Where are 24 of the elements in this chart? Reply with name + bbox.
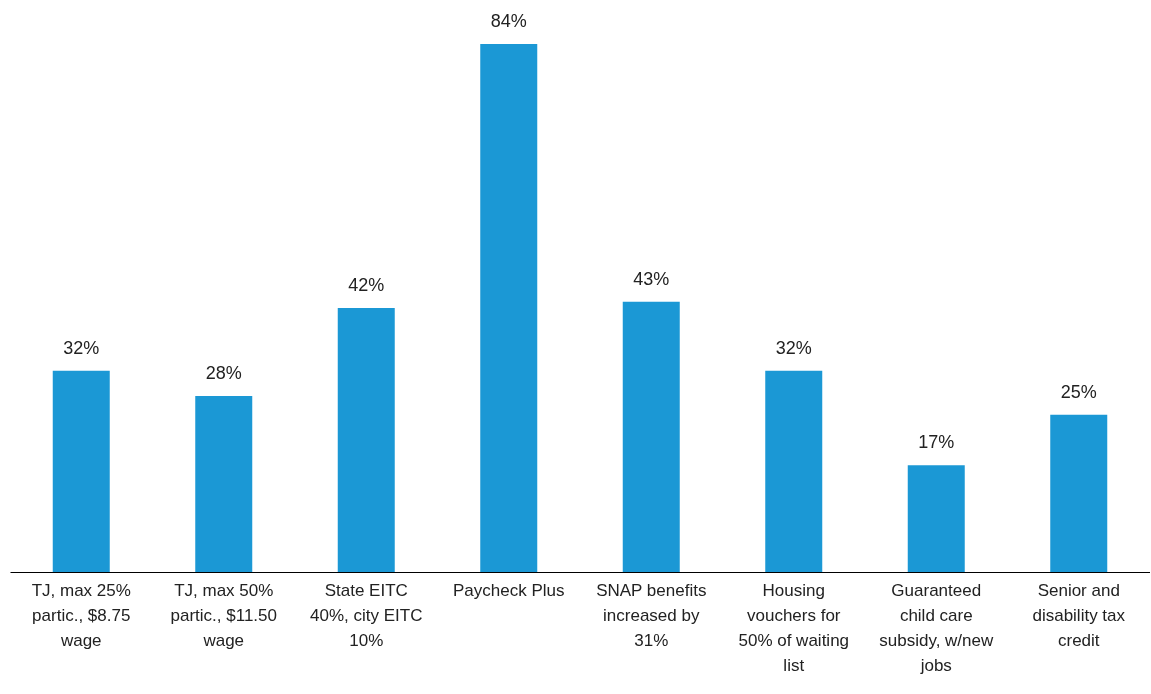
x-tick-label: Housing vouchers for 50% of waiting list [738,580,850,675]
data-label: 32% [775,337,812,358]
data-label: 42% [348,275,385,295]
x-tick-label: Paycheck Plus [453,580,565,600]
x-tick-label: State EITC 40%, city EITC 10% [310,580,423,650]
bar [765,370,823,572]
bar [195,396,253,572]
bar [480,44,538,572]
data-label: 17% [918,432,955,453]
bar [907,465,965,572]
x-tick-label: TJ, max 50% partic., $11.50 wage [170,580,277,650]
x-tick-label: TJ, max 25% partic., $8.75 wage [31,580,131,650]
x-tick-label: Guaranteed child care subsidy, w/new jobs [879,580,994,675]
x-tick-label: Senior and disability tax credit [1032,580,1126,650]
data-label: 84% [490,11,527,31]
data-label: 43% [633,268,670,289]
data-label: 32% [63,337,100,358]
data-label: 28% [205,363,242,383]
bar [622,301,680,572]
bar [1050,414,1108,572]
data-label: 25% [1060,381,1097,402]
bar [52,370,110,572]
bar [337,308,395,572]
x-tick-label: SNAP benefits increased by 31% [596,580,707,650]
